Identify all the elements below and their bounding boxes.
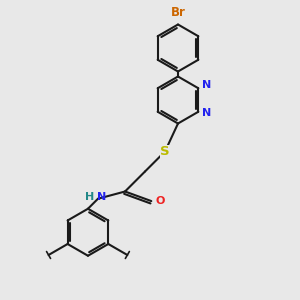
Text: Br: Br bbox=[171, 5, 185, 19]
Text: N: N bbox=[202, 80, 211, 90]
Text: H: H bbox=[85, 192, 94, 202]
Text: N: N bbox=[97, 192, 106, 202]
Text: N: N bbox=[202, 108, 211, 118]
Text: S: S bbox=[160, 145, 170, 158]
Text: O: O bbox=[155, 196, 165, 206]
